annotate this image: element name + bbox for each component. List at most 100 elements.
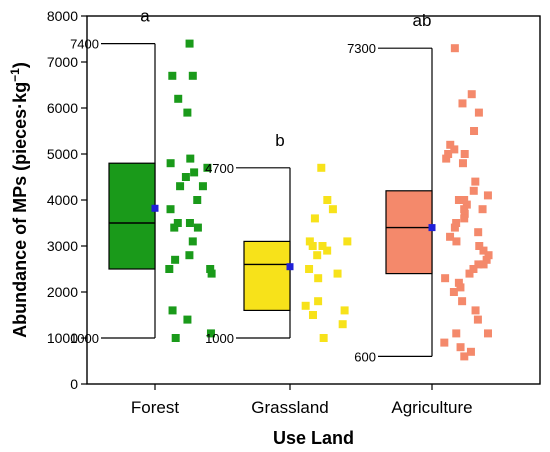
data-point	[313, 251, 322, 260]
data-point	[185, 219, 194, 227]
box-iqr	[108, 162, 156, 270]
data-point	[206, 329, 215, 338]
box-group-grassland: 4700 1000 b	[205, 131, 352, 346]
whisker-max-label: 4700	[205, 161, 234, 176]
y-tick-label: 6000	[47, 100, 78, 116]
data-point	[452, 329, 461, 338]
y-axis-title-close: )	[10, 62, 30, 68]
data-point	[314, 274, 323, 283]
data-point	[483, 191, 492, 200]
data-point	[444, 150, 453, 158]
data-point	[173, 219, 182, 227]
data-point	[465, 269, 474, 278]
data-point	[188, 237, 197, 246]
data-point	[484, 251, 493, 260]
data-point	[207, 269, 216, 278]
data-point	[469, 186, 478, 195]
data-point	[440, 338, 449, 347]
data-point	[206, 265, 215, 273]
data-point	[450, 145, 459, 154]
x-tick-label: Forest	[131, 398, 179, 417]
data-point	[181, 173, 190, 181]
data-point	[471, 306, 480, 315]
data-point	[442, 154, 451, 163]
data-point	[456, 283, 465, 292]
data-point	[478, 205, 487, 214]
data-point	[479, 246, 488, 255]
data-point	[450, 44, 459, 53]
y-axis-title-main: Abundance of MPs (pieces·kg	[10, 82, 30, 338]
data-point	[190, 168, 199, 177]
data-point	[183, 108, 192, 117]
data-point	[314, 297, 323, 306]
data-point	[469, 265, 478, 273]
data-point	[171, 255, 180, 264]
data-point	[449, 288, 458, 296]
data-point	[446, 140, 455, 149]
data-point	[185, 39, 194, 48]
x-axis-title: Use Land	[273, 428, 354, 448]
whisker-max-label: 7400	[70, 37, 99, 52]
data-point	[458, 99, 467, 108]
x-tick-label: Agriculture	[391, 398, 472, 417]
box-group-forest: 7400 1000 a	[70, 7, 216, 346]
data-point	[323, 246, 332, 255]
y-tick-label: 1000	[47, 330, 78, 346]
data-point	[479, 260, 488, 269]
data-point	[343, 237, 352, 246]
data-point	[193, 196, 202, 204]
data-point	[474, 228, 483, 237]
data-point	[460, 352, 469, 361]
data-point	[310, 214, 319, 223]
data-point	[460, 205, 469, 214]
y-tick-label: 7000	[47, 54, 78, 70]
whisker-min-label: 1000	[70, 331, 99, 346]
data-point	[168, 71, 177, 80]
data-point	[188, 71, 197, 80]
significance-letter: b	[275, 131, 284, 150]
data-point	[441, 274, 450, 283]
y-tick-label: 5000	[47, 146, 78, 162]
data-point	[185, 251, 194, 260]
data-point	[450, 223, 459, 232]
data-point	[338, 320, 347, 329]
data-point	[186, 154, 195, 163]
box-groups: 7400 1000 a 4700 1000 b 7300 600 ab	[70, 7, 493, 364]
data-point	[454, 278, 463, 287]
data-point	[466, 347, 475, 356]
axes: 0 1000 2000 3000 4000 5000 6000 7000 8000 Forest G…	[47, 8, 541, 417]
significance-letter: ab	[413, 11, 432, 30]
data-point	[460, 209, 469, 218]
whisker-min-label: 600	[354, 349, 376, 364]
data-point	[460, 196, 469, 204]
data-point	[305, 265, 314, 273]
data-point	[317, 163, 326, 172]
data-point	[475, 242, 484, 250]
data-point	[473, 315, 482, 324]
data-point	[203, 163, 212, 172]
data-point	[460, 214, 469, 223]
data-point	[198, 182, 207, 191]
y-axis-title-superscript: −1	[8, 68, 22, 82]
whisker-min-label: 1000	[205, 331, 234, 346]
data-point	[452, 219, 461, 227]
y-tick-label: 2000	[47, 284, 78, 300]
y-axis-title: Abundance of MPs (pieces·kg−1)	[8, 62, 30, 338]
x-tick-label: Grassland	[251, 398, 328, 417]
data-point	[174, 94, 183, 103]
data-point	[328, 205, 337, 214]
data-point	[323, 196, 332, 204]
data-point	[462, 200, 471, 209]
data-point	[168, 306, 177, 315]
data-point	[458, 159, 467, 168]
data-point	[460, 150, 469, 158]
data-point	[170, 223, 179, 232]
data-point	[165, 265, 174, 273]
data-point	[482, 255, 491, 264]
box-iqr	[385, 190, 433, 275]
data-point	[474, 260, 483, 269]
y-tick-label: 4000	[47, 192, 78, 208]
data-point	[319, 334, 328, 342]
data-point	[183, 315, 192, 324]
